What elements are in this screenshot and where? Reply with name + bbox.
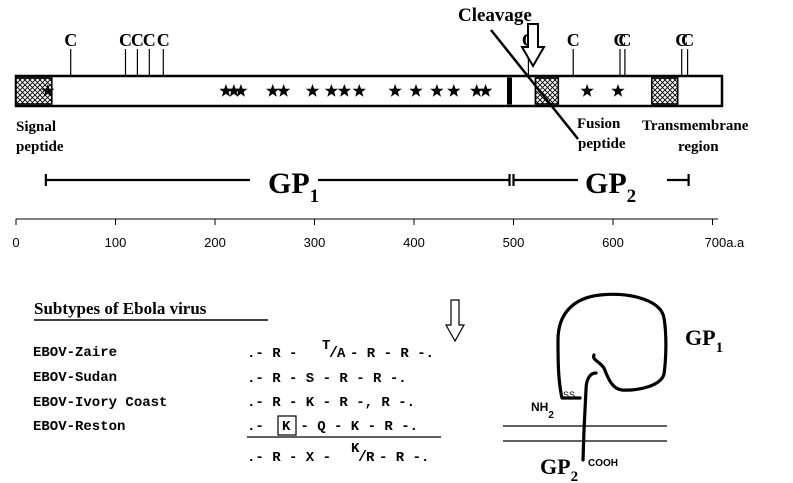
glycosylation-star-icon <box>388 84 402 97</box>
signal-label: Signal <box>16 119 56 135</box>
glycosylation-star-icon <box>219 84 233 97</box>
consensus-variant-bottom: R <box>366 450 375 466</box>
schematic-gp2-label: GP2 <box>540 454 578 483</box>
gp-spans <box>44 174 690 186</box>
consensus-prefix: .- R - X - <box>247 450 331 466</box>
sequence-sudan: .- R - S - R - R -. <box>247 371 407 387</box>
axis-tick-label: 400 <box>403 235 425 250</box>
gp2-label: GP2 <box>585 167 636 207</box>
glycosylation-star-icon <box>611 84 625 97</box>
glycosylation-star-icon <box>430 84 444 97</box>
transmembrane-region-label: region <box>678 139 719 155</box>
sequence-ivory-coast: .- R - K - R -, R -. <box>247 395 415 411</box>
cysteine-label: C <box>614 30 627 50</box>
stars-layer <box>41 84 625 97</box>
sequence-zaire-variant-bottom: A <box>337 346 346 362</box>
glycosylation-star-icon <box>41 84 55 97</box>
glycosylation-star-icon <box>580 84 594 97</box>
cysteine-label: C <box>618 30 631 50</box>
axis-tick-label: 500 <box>503 235 525 250</box>
consensus-suffix: - R -. <box>379 450 429 466</box>
glycosylation-star-icon <box>324 84 339 97</box>
cooh-label: COOH <box>588 458 618 469</box>
axis-tick-label: 700a.a <box>705 235 746 250</box>
variable-residue-box <box>277 415 297 436</box>
cysteine-label: C <box>119 30 132 50</box>
subtypes-heading: Subtypes of Ebola virus <box>34 299 207 318</box>
sequence-reston-suffix: - Q - K - R -. <box>292 419 418 435</box>
gp1-label: GP1 <box>268 167 319 207</box>
axis-tick-label: 600 <box>602 235 624 250</box>
sequence-zaire-prefix: .- R - <box>247 346 297 362</box>
gp2-chain <box>581 371 598 462</box>
signal-peptide-label: peptide <box>16 139 64 155</box>
glycosylation-star-icon <box>352 84 366 97</box>
glycosylation-star-icon <box>479 84 493 97</box>
cleavage-label: Cleavage <box>458 5 532 26</box>
glycosylation-star-icon <box>234 84 248 97</box>
glycosylation-star-icon <box>470 84 484 97</box>
transmembrane-label: Transmembrane <box>642 118 749 134</box>
membrane-schematic: SS NH2 GP1 GP2 COOH <box>503 292 723 483</box>
fusion-label: Fusion <box>577 116 621 132</box>
transmembrane-region-domain <box>650 77 679 105</box>
nh2-label: NH2 <box>531 400 554 421</box>
axis-tick-label: 100 <box>105 235 127 250</box>
schematic-gp1-label: GP1 <box>685 325 723 356</box>
consensus-variant-top: K <box>351 441 360 457</box>
glycosylation-star-icon <box>305 84 320 97</box>
fusion-peptide-domain <box>534 77 560 105</box>
cysteine-label: C <box>131 30 144 50</box>
cleavage-arrow-icon <box>520 23 546 68</box>
gp1-chain <box>556 292 668 400</box>
cysteine-label: C <box>681 30 694 50</box>
subtype-name: EBOV-Zaire <box>33 345 117 361</box>
sequence-zaire-suffix: - R - R -. <box>350 346 434 362</box>
axis-tick-label: 300 <box>304 235 326 250</box>
cysteine-label: C <box>143 30 156 50</box>
fusion-peptide-label: peptide <box>578 136 626 152</box>
subtype-name: EBOV-Reston <box>33 419 125 435</box>
sequence-zaire-variant-slash: / <box>329 345 338 362</box>
subtype-name: EBOV-Ivory Coast <box>33 395 167 411</box>
cysteine-label: C <box>157 30 170 50</box>
subtype-name: EBOV-Sudan <box>33 370 117 386</box>
glycosylation-star-icon <box>227 84 241 97</box>
consensus-variant-slash: / <box>358 449 367 466</box>
cysteine-label: C <box>567 30 580 50</box>
axis-ticks: 0 100 200 300 400 500 600 700a.a <box>12 219 745 250</box>
glycosylation-star-icon <box>409 84 423 97</box>
glycosylation-star-icon <box>447 84 461 97</box>
axis-tick-label: 0 <box>12 235 19 250</box>
cleavage-site-arrow-icon <box>444 299 466 343</box>
cleavage-line <box>490 29 579 140</box>
domains-layer <box>15 77 679 105</box>
glycosylation-star-icon <box>337 84 351 97</box>
cysteine-label: C <box>64 30 77 50</box>
disulfide-label: SS <box>563 390 575 400</box>
sequence-zaire-variant-top: T <box>322 338 330 354</box>
glycosylation-star-icon <box>266 84 280 97</box>
sequence-reston-prefix: .- <box>247 419 272 435</box>
cysteine-label: C <box>675 30 688 50</box>
axis-tick-label: 200 <box>204 235 226 250</box>
sequence-reston-boxed: K <box>282 419 291 435</box>
glycosylation-star-icon <box>277 84 291 97</box>
cleavage-site-domain <box>507 77 512 105</box>
